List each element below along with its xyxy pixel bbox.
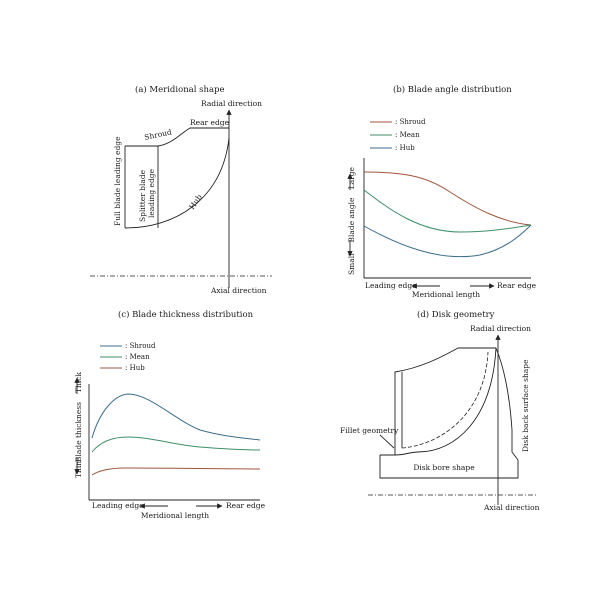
rear-edge-label: Rear edge bbox=[190, 118, 230, 127]
panel-b-blade-angle: (b) Blade angle distribution : Shroud : … bbox=[347, 84, 537, 299]
b-mean-curve bbox=[363, 189, 532, 233]
d-fillet-dashed bbox=[401, 351, 489, 449]
legend-shroud-label: : Shroud bbox=[395, 118, 426, 126]
b-y-small: Small bbox=[347, 253, 356, 275]
d-disk-back-outline bbox=[379, 347, 519, 479]
c-y-thin: Thin bbox=[74, 461, 83, 478]
c-y-label: Blade thickness bbox=[74, 402, 83, 462]
panel-a-meridional-shape: (a) Meridional shape Radial direction Ax… bbox=[90, 84, 272, 295]
d-hub-contour bbox=[394, 347, 497, 456]
c-x-label: Meridional length bbox=[141, 511, 209, 520]
shroud-contour bbox=[125, 127, 229, 147]
shroud-label: Shroud bbox=[144, 127, 173, 142]
c-x-rear: Rear edge bbox=[226, 501, 266, 510]
panel-d-title: (d) Disk geometry bbox=[417, 309, 495, 320]
c-hub-curve bbox=[91, 467, 261, 476]
c-legend-mean-label: : Mean bbox=[125, 353, 150, 361]
b-x-rear: Rear edge bbox=[497, 281, 537, 290]
d-fillet-label: Fillet geometry bbox=[340, 426, 399, 435]
d-axial-direction-label: Axial direction bbox=[483, 503, 540, 512]
legend-mean-label: : Mean bbox=[395, 131, 420, 139]
b-shroud-curve bbox=[363, 171, 532, 226]
c-legend-shroud-label: : Shroud bbox=[125, 342, 156, 350]
c-y-thick: Thick bbox=[74, 372, 83, 393]
c-shroud-curve bbox=[91, 393, 261, 441]
b-y-large: Large bbox=[347, 166, 356, 189]
b-y-label: Blade angle bbox=[347, 197, 356, 243]
axial-direction-label: Axial direction bbox=[210, 286, 267, 295]
d-radial-direction-label: Radial direction bbox=[470, 324, 531, 333]
d-blade-outline bbox=[380, 347, 496, 456]
d-disk-bore-label: Disk bore shape bbox=[413, 463, 475, 472]
d-fillet-leader bbox=[379, 434, 395, 449]
splitter-label-line2: leading edge bbox=[147, 168, 156, 218]
b-x-leading: Leading edge bbox=[365, 281, 417, 290]
panel-b-title: (b) Blade angle distribution bbox=[393, 84, 512, 95]
hub-contour bbox=[124, 137, 230, 229]
c-x-leading: Leading edge bbox=[92, 501, 144, 510]
c-legend-hub-label: : Hub bbox=[125, 364, 145, 372]
b-hub-curve bbox=[363, 224, 532, 258]
panel-c-blade-thickness: (c) Blade thickness distribution : Shrou… bbox=[74, 309, 266, 520]
d-disk-back-label: Disk back surface shape bbox=[521, 359, 530, 452]
b-x-label: Meridional length bbox=[412, 290, 480, 299]
panel-c-title: (c) Blade thickness distribution bbox=[118, 309, 254, 320]
panel-d-disk-geometry: (d) Disk geometry Radial direction Axial… bbox=[340, 309, 540, 512]
legend-hub-label: : Hub bbox=[395, 144, 415, 152]
full-blade-leading-edge-label: Full blade leading edge bbox=[113, 136, 122, 226]
hub-label: Hub bbox=[187, 193, 204, 212]
splitter-label-line1: Splitter blade bbox=[138, 169, 147, 222]
radial-direction-label: Radial direction bbox=[201, 99, 262, 108]
panel-a-title: (a) Meridional shape bbox=[135, 84, 225, 95]
c-mean-curve bbox=[91, 436, 261, 453]
